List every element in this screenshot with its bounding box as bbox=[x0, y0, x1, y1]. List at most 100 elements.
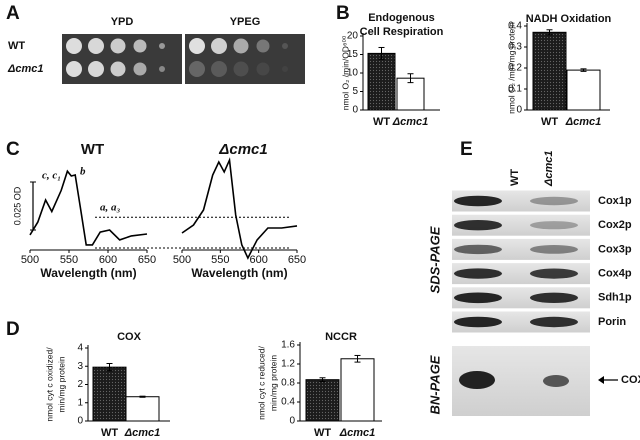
band-label: Porin bbox=[598, 316, 626, 328]
y-axis-label: min/mg protein bbox=[268, 355, 278, 411]
blot-band bbox=[530, 245, 578, 254]
x-tick-label: 600 bbox=[99, 254, 117, 266]
chart-title: COX bbox=[117, 331, 142, 343]
x-tick-label: Δcmc1 bbox=[339, 427, 376, 439]
y-tick-label: 15 bbox=[347, 49, 359, 60]
y-tick-label: 1.2 bbox=[281, 359, 295, 370]
blot-band bbox=[454, 316, 502, 328]
y-axis-label: nmol O₂ /min/OD⁶⁰⁰ bbox=[340, 35, 350, 110]
strain-label: WT bbox=[8, 40, 25, 52]
panel-label: A bbox=[6, 3, 20, 24]
blot-band bbox=[530, 292, 578, 303]
x-tick-label: WT bbox=[541, 116, 558, 128]
y-tick-label: 0.3 bbox=[508, 42, 522, 53]
lane-label: WT bbox=[509, 169, 521, 186]
spot bbox=[159, 66, 165, 72]
x-tick-label: 650 bbox=[138, 254, 156, 266]
medium-label: YPD bbox=[111, 16, 134, 28]
blot-band bbox=[454, 268, 502, 279]
y-tick-label: 0.8 bbox=[281, 378, 295, 389]
blot-band bbox=[454, 195, 502, 207]
bar bbox=[566, 69, 601, 111]
blot-strip bbox=[452, 311, 590, 333]
y-tick-label: 0 bbox=[516, 105, 522, 116]
peak-label: a, a₃ bbox=[100, 202, 121, 214]
spot bbox=[133, 62, 147, 76]
spot bbox=[211, 38, 227, 54]
y-tick-label: 0.4 bbox=[508, 21, 522, 32]
spot bbox=[66, 61, 82, 77]
band-label: Cox3p bbox=[598, 243, 632, 255]
band-label: Cox4p bbox=[598, 268, 632, 280]
medium-label: YPEG bbox=[230, 16, 261, 28]
blot-strip bbox=[452, 287, 590, 309]
panel-label: B bbox=[336, 3, 350, 24]
lane-label: Δcmc1 bbox=[543, 150, 555, 187]
spot bbox=[211, 61, 227, 77]
y-tick-label: 0.2 bbox=[508, 63, 522, 74]
peak-label: b bbox=[80, 166, 86, 178]
x-tick-label: 600 bbox=[249, 254, 267, 266]
panel-label: C bbox=[6, 139, 20, 160]
blot-band bbox=[454, 220, 502, 231]
spot bbox=[189, 61, 205, 77]
y-tick-label: 0 bbox=[77, 416, 83, 427]
blot-strip bbox=[452, 214, 590, 236]
panel-label: D bbox=[6, 319, 20, 340]
x-axis-label: Wavelength (nm) bbox=[40, 266, 136, 280]
blot-strip bbox=[452, 238, 590, 260]
band-label: COX bbox=[621, 374, 640, 386]
arrow-head bbox=[598, 376, 604, 384]
x-tick-label: 550 bbox=[211, 254, 229, 266]
band-label: Cox1p bbox=[598, 195, 632, 207]
x-tick-label: 500 bbox=[173, 254, 191, 266]
spot bbox=[88, 61, 104, 77]
spot bbox=[133, 39, 147, 53]
blot-title: BN-PAGE bbox=[427, 355, 442, 414]
x-tick-label: WT bbox=[373, 116, 390, 128]
chart-title: Cell Respiration bbox=[360, 26, 444, 38]
y-axis-label: min/mg protein bbox=[56, 356, 66, 412]
chart-title: Endogenous bbox=[368, 12, 435, 24]
blot-title: SDS-PAGE bbox=[427, 226, 442, 293]
x-axis-label: Wavelength (nm) bbox=[191, 266, 287, 280]
x-tick-label: WT bbox=[314, 427, 331, 439]
blot-band bbox=[530, 221, 578, 230]
x-tick-label: Δcmc1 bbox=[392, 116, 429, 128]
y-tick-label: 0 bbox=[289, 416, 295, 427]
x-tick-label: 550 bbox=[60, 254, 78, 266]
y-axis-label: nmol cyt c reduced/ bbox=[256, 346, 266, 420]
blot-band bbox=[530, 196, 578, 206]
y-tick-label: 0.1 bbox=[508, 84, 522, 95]
bar bbox=[532, 31, 567, 111]
spot bbox=[88, 38, 104, 54]
bn-band bbox=[543, 375, 569, 387]
blot-strip bbox=[452, 263, 590, 285]
spot bbox=[189, 38, 205, 54]
bn-band bbox=[459, 371, 495, 389]
y-tick-label: 0 bbox=[352, 105, 358, 116]
spot bbox=[256, 62, 270, 76]
scale-label: 0.025 OD bbox=[12, 186, 22, 225]
spectrum bbox=[29, 169, 148, 246]
x-tick-label: WT bbox=[101, 427, 118, 439]
blot-band bbox=[530, 316, 578, 328]
y-tick-label: 10 bbox=[347, 68, 359, 79]
y-tick-label: 4 bbox=[77, 343, 83, 354]
spot bbox=[233, 61, 249, 77]
blot-band bbox=[454, 292, 502, 304]
y-tick-label: 1.6 bbox=[281, 340, 295, 351]
blot-band bbox=[530, 268, 578, 279]
spot bbox=[110, 38, 126, 54]
blot-strip bbox=[452, 190, 590, 212]
y-axis-label: nmol cyt c oxidized/ bbox=[44, 347, 54, 422]
strain-label: Δcmc1 bbox=[7, 63, 44, 75]
y-tick-label: 1 bbox=[77, 397, 83, 408]
x-tick-label: Δcmc1 bbox=[124, 427, 161, 439]
chart-title: WT bbox=[81, 141, 104, 158]
spectrum bbox=[181, 157, 298, 260]
chart-title: NADH Oxidation bbox=[526, 13, 612, 25]
bar bbox=[340, 358, 375, 422]
y-tick-label: 20 bbox=[347, 31, 359, 42]
